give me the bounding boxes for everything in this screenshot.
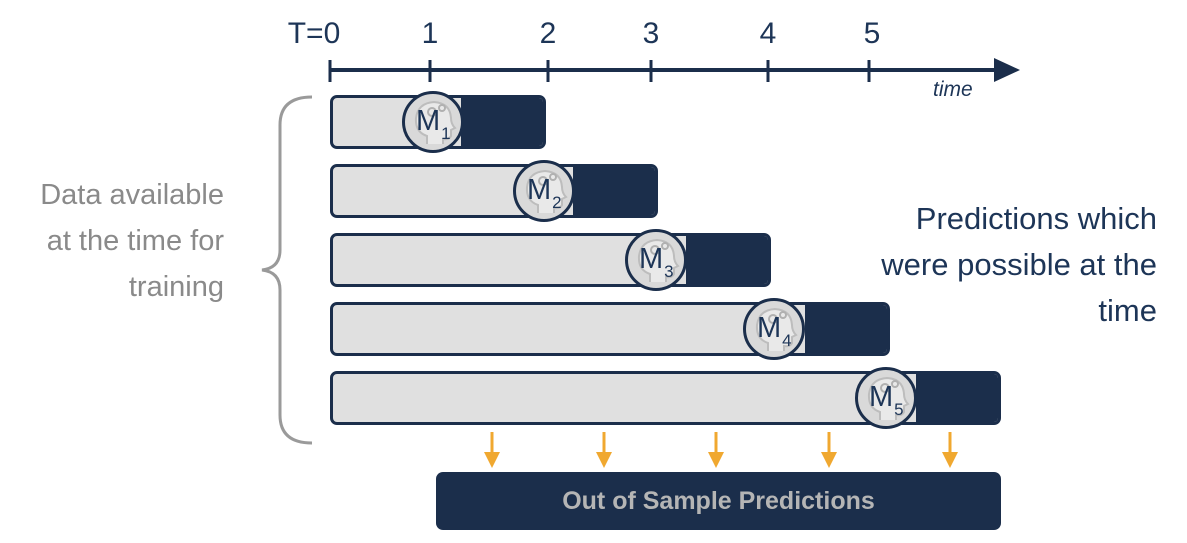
model-badge: M3 [625,229,687,291]
out-of-sample-label: Out of Sample Predictions [562,486,875,515]
prediction-segment [686,236,768,284]
prediction-arrows [484,432,958,468]
model-badge: M1 [402,91,464,153]
training-data-note: Data available at the time for training [40,179,224,303]
predictions-note: Predictions which were possible at the t… [881,201,1157,328]
prediction-segment [573,167,655,215]
brain-head-icon [637,238,680,282]
model-label: M4 [757,312,792,350]
down-arrow-icon [708,432,724,468]
down-arrow-icon [596,432,612,468]
training-window-bar [330,164,658,218]
time-axis-arrowhead [994,58,1020,82]
down-arrow-icon [942,432,958,468]
tick-label: 3 [642,17,660,50]
model-label: M3 [639,243,674,281]
model-label: M1 [416,105,451,143]
tick-label: 5 [863,17,881,50]
tick-label: 1 [421,17,439,50]
brain-head-icon [525,169,568,213]
model-badge: M4 [743,298,805,360]
training-window-bar [330,233,771,287]
prediction-segment [916,374,998,422]
brain-head-icon [755,307,798,351]
prediction-segment [805,305,887,353]
time-axis-label: time [933,78,973,101]
brain-head-icon [414,100,457,144]
brain-head-icon [867,376,910,420]
model-label: M2 [527,174,562,212]
tick-label: T=0 [287,17,341,50]
tick-label: 4 [759,17,777,50]
prediction-segment [461,98,543,146]
down-arrow-icon [821,432,837,468]
training-window-bar [330,302,890,356]
tick-label: 2 [539,17,557,50]
out-of-sample-box: Out of Sample Predictions [436,472,1001,530]
model-label: M5 [869,381,904,419]
model-badge: M2 [513,160,575,222]
down-arrow-icon [484,432,500,468]
training-data-brace [261,95,313,445]
model-badge: M5 [855,367,917,429]
